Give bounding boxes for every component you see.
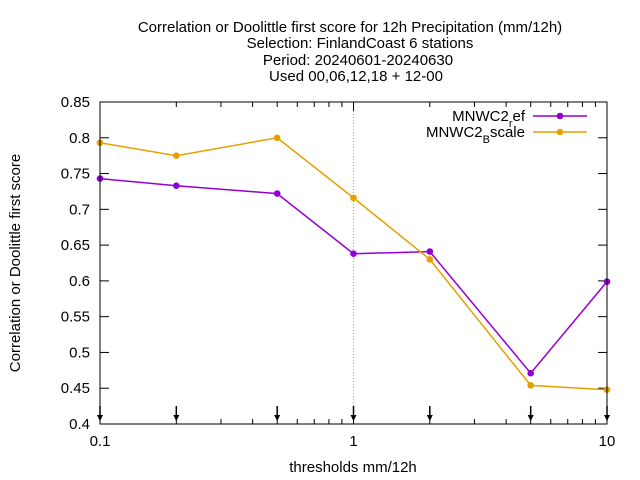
y-tick-label: 0.75 xyxy=(61,166,90,183)
data-point xyxy=(426,248,434,255)
title-line-4: Used 00,06,12,18 + 12-00 xyxy=(269,68,443,85)
threshold-arrow-head xyxy=(173,415,180,421)
x-axis-label: thresholds mm/12h xyxy=(289,459,417,476)
data-point xyxy=(350,250,357,257)
x-tick-label: 0.1 xyxy=(90,433,111,450)
data-series xyxy=(96,134,611,393)
data-point xyxy=(350,194,357,202)
y-tick-label: 0.45 xyxy=(61,380,90,397)
x-tick-label: 10 xyxy=(599,433,616,450)
data-point xyxy=(173,152,180,159)
y-tick-label: 0.5 xyxy=(69,344,90,361)
y-tick-label: 0.55 xyxy=(61,309,90,326)
x-tick-label: 1 xyxy=(349,433,357,450)
y-tick-label: 0.4 xyxy=(69,416,90,433)
title-line-1: Correlation or Doolittle first score for… xyxy=(138,19,562,36)
data-point xyxy=(273,134,281,142)
axis-ticks: 0.4 0.45 0.5 0.55 0.6 0.65 0.7 0.75 0.8 0.85 0.1 1 1… xyxy=(61,94,616,450)
title-line-2: Selection: FinlandCoast 6 stations xyxy=(247,35,474,52)
y-axis-label: Correlation or Doolittle first score xyxy=(7,154,24,372)
y-tick-label: 0.85 xyxy=(61,94,90,111)
plot-frame xyxy=(99,101,608,425)
legend-swatch-point xyxy=(556,112,564,120)
threshold-arrow-head xyxy=(426,415,433,421)
legend-swatch-point xyxy=(556,128,564,136)
data-point xyxy=(527,369,534,377)
threshold-arrow-head xyxy=(274,415,281,421)
chart-title: Correlation or Doolittle first score for… xyxy=(138,19,562,85)
title-line-3: Period: 20240601-20240630 xyxy=(263,52,453,69)
y-tick-label: 0.65 xyxy=(61,237,90,254)
y-tick-label: 0.8 xyxy=(69,130,90,147)
y-tick-label: 0.6 xyxy=(69,273,90,290)
data-point xyxy=(426,256,434,263)
legend-label: MNWC2ref xyxy=(452,108,526,130)
y-tick-label: 0.7 xyxy=(69,201,90,218)
threshold-arrow-head xyxy=(527,415,534,421)
data-point xyxy=(173,182,180,190)
data-point xyxy=(527,382,534,389)
legend-label: MNWC2Bscale xyxy=(426,124,525,146)
data-point xyxy=(273,190,281,197)
